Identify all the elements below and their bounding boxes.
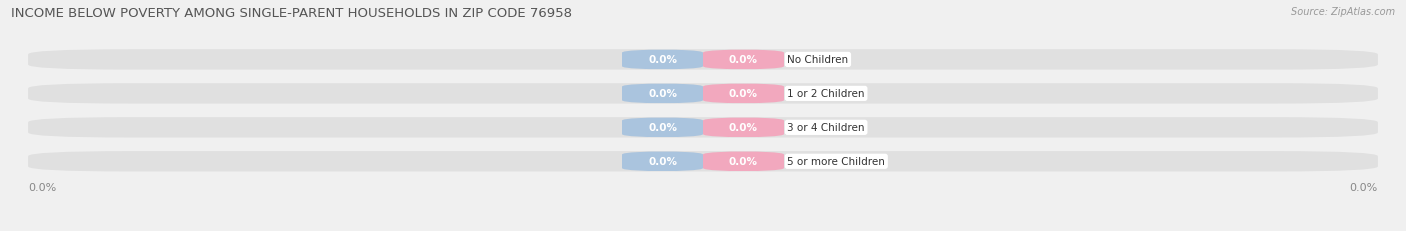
FancyBboxPatch shape	[703, 84, 785, 104]
Text: 0.0%: 0.0%	[648, 89, 678, 99]
Text: 0.0%: 0.0%	[728, 89, 758, 99]
FancyBboxPatch shape	[703, 152, 785, 172]
Text: 0.0%: 0.0%	[728, 157, 758, 167]
Text: 0.0%: 0.0%	[1350, 182, 1378, 192]
FancyBboxPatch shape	[621, 118, 703, 138]
Text: 5 or more Children: 5 or more Children	[787, 157, 886, 167]
Text: 0.0%: 0.0%	[648, 157, 678, 167]
FancyBboxPatch shape	[621, 50, 703, 70]
Text: 0.0%: 0.0%	[728, 55, 758, 65]
Text: INCOME BELOW POVERTY AMONG SINGLE-PARENT HOUSEHOLDS IN ZIP CODE 76958: INCOME BELOW POVERTY AMONG SINGLE-PARENT…	[11, 7, 572, 20]
FancyBboxPatch shape	[28, 50, 1378, 70]
Text: 0.0%: 0.0%	[648, 123, 678, 133]
Text: 0.0%: 0.0%	[28, 182, 56, 192]
Text: 3 or 4 Children: 3 or 4 Children	[787, 123, 865, 133]
FancyBboxPatch shape	[28, 118, 1378, 138]
Text: Source: ZipAtlas.com: Source: ZipAtlas.com	[1291, 7, 1395, 17]
Text: 0.0%: 0.0%	[648, 55, 678, 65]
Text: No Children: No Children	[787, 55, 848, 65]
Text: 1 or 2 Children: 1 or 2 Children	[787, 89, 865, 99]
FancyBboxPatch shape	[703, 50, 785, 70]
FancyBboxPatch shape	[621, 84, 703, 104]
FancyBboxPatch shape	[28, 84, 1378, 104]
FancyBboxPatch shape	[621, 152, 703, 172]
FancyBboxPatch shape	[703, 118, 785, 138]
FancyBboxPatch shape	[28, 152, 1378, 172]
Text: 0.0%: 0.0%	[728, 123, 758, 133]
